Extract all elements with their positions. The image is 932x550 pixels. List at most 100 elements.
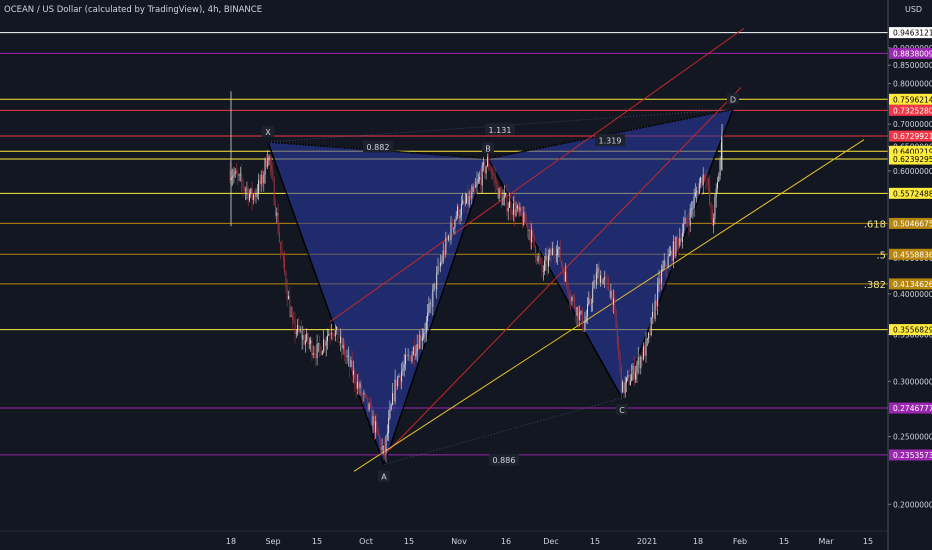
candle-body	[406, 355, 408, 357]
candle-body	[558, 247, 560, 250]
candle-body	[544, 260, 546, 272]
candle-body	[623, 381, 625, 394]
candle-body	[646, 338, 648, 340]
candle-body	[626, 377, 627, 383]
candle-body	[639, 356, 640, 369]
candle-body	[263, 175, 265, 184]
candle-body	[476, 181, 478, 186]
candle-body	[377, 428, 379, 436]
candle-body	[520, 207, 522, 215]
y-unit-label: USD	[905, 5, 923, 14]
candle-body	[431, 302, 432, 307]
candle-body	[294, 319, 296, 334]
candle-body	[644, 346, 646, 356]
candle-body	[606, 277, 608, 280]
candle-body	[328, 333, 330, 336]
candle-body	[379, 435, 380, 440]
candle-body	[351, 360, 353, 375]
candle-body	[672, 241, 674, 262]
candle-body	[470, 196, 471, 199]
harmonic-ratio-guide	[267, 141, 489, 159]
price-level-tag	[889, 402, 932, 414]
candle-body	[245, 189, 247, 191]
candle-body	[397, 376, 399, 387]
x-tick-label: 16	[501, 537, 511, 546]
candle-body	[285, 272, 287, 288]
candle-body	[697, 191, 699, 194]
price-level-value: 0.62392953	[893, 155, 932, 164]
candle-body	[460, 203, 462, 216]
price-level-value: 0.50466752	[893, 219, 932, 228]
candle-body	[316, 343, 318, 359]
candle-body	[350, 360, 352, 367]
candle-body	[386, 433, 388, 437]
candle-body	[273, 178, 275, 206]
candle-body	[282, 254, 284, 259]
pattern-point-tag	[482, 142, 494, 154]
candle-body	[446, 237, 448, 240]
candle-body	[385, 436, 387, 453]
candle-body	[537, 255, 539, 262]
candle-body	[242, 182, 244, 188]
candle-body	[597, 267, 599, 273]
candle-body	[356, 381, 358, 389]
candle-body	[650, 317, 652, 336]
ratio-label: 0.886	[493, 456, 516, 465]
candle-body	[693, 196, 695, 208]
candle-body	[671, 250, 673, 262]
candle-body	[355, 383, 357, 389]
candle-body	[545, 255, 547, 261]
candle-body	[402, 368, 404, 372]
candle-body	[484, 162, 486, 174]
candle-body	[584, 321, 586, 331]
candle-body	[466, 194, 468, 203]
candle-body	[260, 174, 262, 185]
candle-body	[542, 271, 544, 272]
candle-body	[616, 328, 618, 344]
candle-body	[652, 312, 653, 318]
candle-body	[609, 290, 611, 298]
candle-body	[713, 218, 715, 226]
candle-body	[685, 217, 687, 222]
candle-body	[557, 249, 559, 256]
candle-body	[251, 188, 253, 201]
candle-body	[503, 194, 505, 198]
candle-body	[502, 197, 504, 206]
candle-body	[392, 393, 393, 405]
candle-body	[423, 333, 425, 338]
red-channel-upper	[329, 27, 745, 323]
candle-body	[717, 181, 718, 189]
candle-body	[620, 365, 622, 393]
candle-body	[291, 315, 293, 320]
candle-body	[485, 166, 487, 174]
fib-label: .382	[864, 280, 886, 291]
candle-body	[229, 170, 231, 181]
candle-body	[293, 319, 295, 321]
candle-body	[607, 279, 609, 291]
candle-body	[399, 375, 401, 382]
candle-body	[277, 212, 279, 233]
candle-body	[493, 174, 495, 177]
harmonic-pattern	[266, 108, 735, 467]
price-level-value: 0.94631214	[893, 29, 932, 38]
candle-body	[676, 237, 678, 240]
candle-body	[589, 298, 591, 304]
price-level-tag	[889, 153, 932, 165]
price-level-value: 0.73252801	[893, 106, 932, 115]
candle-body	[499, 188, 501, 195]
candle-body	[611, 290, 613, 305]
candle-body	[629, 381, 631, 385]
candle-body	[551, 248, 553, 256]
candle-body	[501, 194, 503, 206]
candle-body	[433, 283, 435, 290]
candle-body	[631, 373, 633, 382]
candle-body	[254, 194, 256, 197]
candle-body	[333, 334, 335, 337]
candle-body	[414, 347, 416, 357]
candle-body	[252, 194, 254, 201]
candle-body	[259, 180, 261, 185]
ratio-tag	[363, 140, 393, 153]
